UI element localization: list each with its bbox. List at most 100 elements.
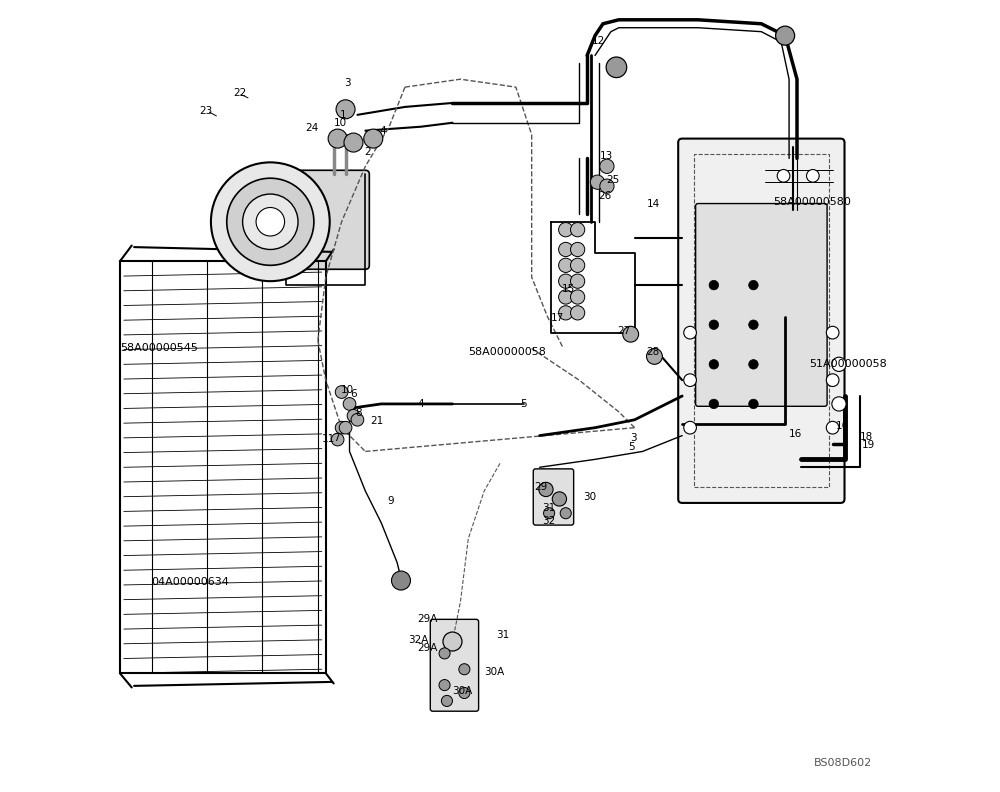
Text: 9: 9 [387, 496, 394, 505]
Text: 22: 22 [234, 89, 247, 98]
Circle shape [807, 169, 819, 182]
Text: 8: 8 [356, 409, 362, 418]
Circle shape [647, 348, 662, 364]
Text: 10: 10 [341, 385, 354, 394]
Circle shape [544, 508, 555, 519]
Text: 4: 4 [417, 399, 424, 409]
Text: 58A00000058: 58A00000058 [468, 348, 546, 357]
Circle shape [749, 280, 758, 290]
Circle shape [749, 360, 758, 369]
Circle shape [351, 413, 364, 426]
Circle shape [552, 492, 567, 506]
Text: 10: 10 [334, 118, 347, 128]
Circle shape [570, 258, 585, 272]
Text: 30A: 30A [453, 686, 473, 695]
Text: 7: 7 [333, 433, 339, 443]
Circle shape [331, 433, 344, 446]
Circle shape [328, 129, 347, 148]
Circle shape [709, 280, 719, 290]
Circle shape [439, 680, 450, 691]
Circle shape [570, 274, 585, 288]
Circle shape [443, 632, 462, 651]
Circle shape [343, 398, 356, 410]
Circle shape [826, 374, 839, 386]
FancyBboxPatch shape [678, 139, 845, 503]
Circle shape [684, 374, 696, 386]
Text: 31: 31 [496, 630, 509, 640]
Circle shape [559, 290, 573, 304]
Bar [694, 154, 829, 487]
Text: 28: 28 [646, 348, 659, 357]
Circle shape [709, 320, 719, 329]
Circle shape [709, 360, 719, 369]
Circle shape [559, 242, 573, 257]
Text: 19: 19 [862, 440, 875, 450]
Circle shape [684, 326, 696, 339]
Text: 18: 18 [860, 432, 873, 442]
Circle shape [335, 421, 348, 434]
Circle shape [776, 26, 795, 45]
Text: 27: 27 [617, 326, 630, 336]
Text: 12: 12 [592, 36, 605, 46]
Circle shape [559, 274, 573, 288]
Circle shape [623, 326, 639, 342]
Circle shape [709, 399, 719, 409]
Text: 14: 14 [647, 199, 660, 208]
Circle shape [606, 57, 627, 78]
Text: 04A00000634: 04A00000634 [152, 577, 229, 587]
Text: 58A00000580: 58A00000580 [773, 197, 851, 207]
Text: 4: 4 [379, 126, 386, 135]
Text: 6: 6 [350, 390, 357, 399]
Text: 29A: 29A [417, 615, 437, 624]
Text: BS08D602: BS08D602 [814, 758, 872, 768]
Text: 13: 13 [600, 151, 613, 161]
Text: 11: 11 [322, 434, 335, 444]
FancyBboxPatch shape [696, 204, 827, 406]
Circle shape [347, 409, 360, 422]
FancyBboxPatch shape [533, 469, 574, 525]
Circle shape [364, 129, 383, 148]
Text: 23: 23 [199, 106, 212, 116]
Circle shape [826, 421, 839, 434]
Text: 3: 3 [630, 433, 636, 443]
Circle shape [749, 320, 758, 329]
Text: 15: 15 [562, 284, 576, 294]
Circle shape [570, 223, 585, 237]
Circle shape [749, 399, 758, 409]
Circle shape [227, 178, 314, 265]
Text: 32: 32 [542, 516, 556, 526]
Circle shape [256, 208, 285, 236]
Text: 25: 25 [607, 175, 620, 185]
Text: 29A: 29A [417, 643, 437, 653]
Circle shape [211, 162, 330, 281]
Circle shape [243, 194, 298, 249]
Text: 3: 3 [345, 78, 351, 88]
Circle shape [439, 648, 450, 659]
Circle shape [336, 100, 355, 119]
Circle shape [459, 687, 470, 699]
Circle shape [832, 357, 846, 371]
Text: 30A: 30A [484, 667, 505, 676]
Text: 2: 2 [364, 147, 371, 157]
Text: 29: 29 [535, 482, 548, 492]
Circle shape [559, 306, 573, 320]
Text: 51A00000058: 51A00000058 [809, 360, 887, 369]
Circle shape [391, 571, 411, 590]
Text: 58A00000545: 58A00000545 [120, 344, 198, 353]
Text: 32A: 32A [408, 635, 429, 645]
Circle shape [684, 421, 696, 434]
Circle shape [559, 258, 573, 272]
Text: 21: 21 [371, 417, 384, 426]
Text: 5: 5 [628, 443, 635, 452]
Circle shape [339, 421, 352, 434]
Text: 16: 16 [836, 421, 849, 431]
Text: 30: 30 [583, 492, 596, 501]
FancyBboxPatch shape [759, 144, 839, 216]
Circle shape [570, 242, 585, 257]
Text: 16: 16 [789, 429, 802, 439]
Circle shape [600, 179, 614, 193]
Text: 24: 24 [306, 124, 319, 133]
Circle shape [459, 664, 470, 675]
Circle shape [590, 175, 605, 189]
Text: 17: 17 [551, 314, 564, 323]
